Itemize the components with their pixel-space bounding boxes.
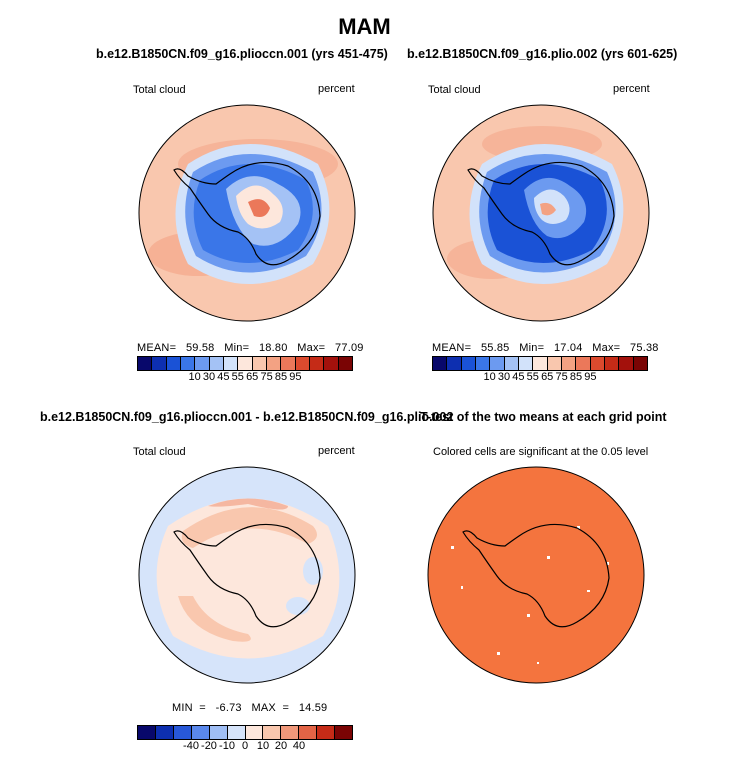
colorbar-cell: [173, 726, 192, 739]
colorbar-cell: [461, 357, 476, 370]
colorbar-cell: [295, 357, 310, 370]
panel3-title: b.e12.B1850CN.f09_g16.plioccn.001 - b.e1…: [40, 410, 454, 424]
panel1-variable-label: Total cloud: [133, 84, 186, 96]
panel1-map: [138, 104, 356, 322]
colorbar-cell: [180, 357, 196, 370]
colorbar-abs-1-ticks: 10 30 45 55 65 75 85 95: [137, 371, 353, 385]
colorbar-cell: [547, 357, 562, 370]
colorbar-cell: [266, 357, 282, 370]
colorbar-tick-label: 55: [526, 371, 539, 383]
colorbar-cell: [195, 357, 210, 370]
colorbar-abs-2-ticks: 10 30 45 55 65 75 85 95: [432, 371, 648, 385]
colorbar-tick-label: 10: [256, 740, 270, 752]
colorbar-cell: [475, 357, 491, 370]
panel1-units-label: percent: [318, 83, 355, 95]
colorbar-tick-label: 30: [497, 371, 511, 383]
colorbar-tick-label: 20: [274, 740, 288, 752]
colorbar-abs-1: [137, 356, 353, 371]
colorbar-cell: [155, 726, 174, 739]
colorbar-tick-label: 85: [274, 371, 288, 383]
colorbar-tick-label: 40: [292, 740, 306, 752]
colorbar-cell: [576, 357, 591, 370]
colorbar-tick-label: 0: [241, 740, 249, 752]
colorbar-cell: [252, 357, 267, 370]
panel3-map: [138, 466, 356, 684]
colorbar-tick-label: 10: [188, 371, 201, 383]
colorbar-cell: [138, 726, 156, 739]
colorbar-cell: [433, 357, 448, 370]
colorbar-cell: [299, 726, 318, 739]
figure-title: MAM: [338, 14, 391, 39]
colorbar-tick-label: 30: [202, 371, 216, 383]
panel3-colorbar: -40 -20 -10 0 10 20 40: [137, 725, 353, 754]
panel2-stats: MEAN= 55.85 Min= 17.04 Max= 75.38: [432, 342, 659, 354]
panel2-colorbar: 10 30 45 55 65 75 85 95: [432, 356, 648, 385]
colorbar-cell: [619, 357, 634, 370]
colorbar-tick-label: 95: [289, 371, 302, 383]
panel4-significance-note: Colored cells are significant at the 0.0…: [433, 446, 649, 458]
panel3-variable-label: Total cloud: [133, 446, 186, 458]
colorbar-cell: [238, 357, 253, 370]
panel1-stats: MEAN= 59.58 Min= 18.80 Max= 77.09: [137, 342, 364, 354]
colorbar-cell: [317, 726, 336, 739]
colorbar-tick-label: -10: [219, 740, 235, 752]
colorbar-cell: [281, 726, 300, 739]
panel3-stats: MIN = -6.73 MAX = 14.59: [172, 702, 328, 714]
colorbar-cell: [309, 357, 325, 370]
colorbar-tick-label: 75: [260, 371, 273, 383]
colorbar-tick-label: 10: [483, 371, 496, 383]
colorbar-cell: [209, 357, 224, 370]
colorbar-cell: [138, 357, 153, 370]
colorbar-cell: [504, 357, 519, 370]
colorbar-tick-label: 45: [217, 371, 230, 383]
panel2-title: b.e12.B1850CN.f09_g16.plio.002 (yrs 601-…: [407, 47, 678, 61]
colorbar-tick-label: 55: [231, 371, 244, 383]
panel4-title: T-test of the two means at each grid poi…: [420, 410, 667, 424]
colorbar-tick-label: 85: [569, 371, 583, 383]
colorbar-cell: [338, 357, 352, 370]
colorbar-cell: [227, 726, 246, 739]
colorbar-diff-ticks: -40 -20 -10 0 10 20 40: [137, 740, 353, 754]
colorbar-cell: [209, 726, 228, 739]
colorbar-tick-label: 65: [541, 371, 554, 383]
panel1-title: b.e12.B1850CN.f09_g16.plioccn.001 (yrs 4…: [96, 47, 388, 61]
colorbar-cell: [152, 357, 167, 370]
colorbar-tick-label: -40: [183, 740, 199, 752]
colorbar-tick-label: 95: [584, 371, 597, 383]
colorbar-tick-label: 75: [555, 371, 568, 383]
colorbar-cell: [223, 357, 239, 370]
colorbar-cell: [490, 357, 505, 370]
colorbar-cell: [245, 726, 264, 739]
colorbar-cell: [324, 357, 339, 370]
colorbar-tick-label: -20: [201, 740, 217, 752]
panel2-variable-label: Total cloud: [428, 84, 481, 96]
panel3-units-label: percent: [318, 445, 355, 457]
colorbar-tick-label: 65: [246, 371, 259, 383]
colorbar-cell: [191, 726, 210, 739]
panel1-colorbar: 10 30 45 55 65 75 85 95: [137, 356, 353, 385]
colorbar-cell: [533, 357, 548, 370]
colorbar-cell: [335, 726, 353, 739]
colorbar-cell: [518, 357, 534, 370]
panel2-map: [432, 104, 650, 322]
colorbar-cell: [604, 357, 620, 370]
panel4-map: [427, 466, 645, 684]
colorbar-tick-label: 45: [512, 371, 525, 383]
colorbar-diff: [137, 725, 353, 740]
colorbar-cell: [166, 357, 181, 370]
colorbar-cell: [590, 357, 605, 370]
colorbar-abs-2: [432, 356, 648, 371]
panel2-units-label: percent: [613, 83, 650, 95]
colorbar-cell: [263, 726, 282, 739]
colorbar-cell: [633, 357, 647, 370]
colorbar-cell: [281, 357, 296, 370]
colorbar-cell: [561, 357, 577, 370]
colorbar-cell: [447, 357, 462, 370]
